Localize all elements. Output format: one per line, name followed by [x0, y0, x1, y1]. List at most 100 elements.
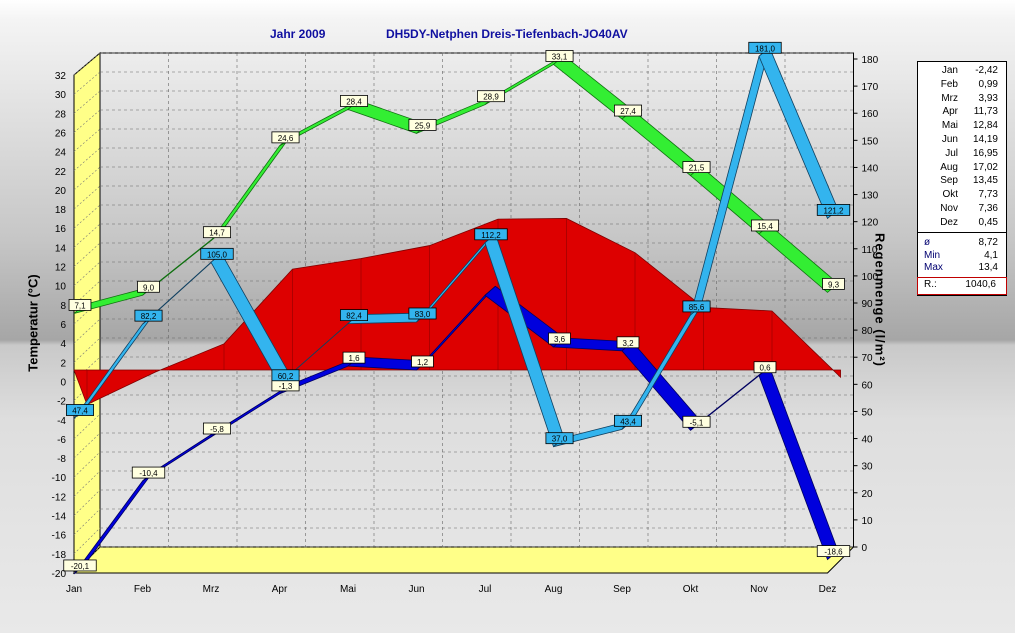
x-axis-tick-label: Jul: [479, 584, 492, 595]
rain-label-text: 43,4: [620, 417, 636, 426]
max-temp-label-box: [545, 50, 574, 62]
legend-row: Apr 11,73: [918, 106, 1006, 119]
min-temp-label-text: -5,1: [690, 418, 704, 427]
legend-panel: Jan -2,42 Feb 0,99 Mrz 3,93 Apr 11,73 Mai 12,84 Ju…: [917, 61, 1007, 296]
rain-label-text: 47,4: [72, 406, 88, 415]
max-temp-label-text: 9,3: [828, 280, 840, 289]
legend-row: Mai 12,84: [918, 120, 1006, 133]
legend-month: Okt: [942, 189, 958, 201]
legend-month: Mrz: [941, 92, 958, 104]
x-axis-tick-label: Jan: [66, 584, 82, 595]
legend-value: 0,45: [978, 216, 998, 228]
y-axis-left-tick-label: 2: [60, 358, 66, 369]
max-temp-label-text: 15,4: [757, 222, 773, 231]
y-axis-right-tick-label: 20: [862, 489, 874, 500]
x-axis-tick-label: Aug: [545, 584, 563, 595]
legend-month: Jul: [945, 147, 958, 159]
min-temp-label-box: [411, 355, 434, 368]
y-axis-right-tick-label: 120: [862, 218, 879, 229]
y-axis-left-tick-label: 32: [55, 71, 67, 82]
min-temp-label-box: [816, 545, 851, 557]
y-axis-left-tick-label: 8: [60, 301, 66, 312]
legend-value: 13,4: [978, 262, 998, 273]
x-axis-tick-label: Nov: [750, 584, 768, 595]
y-axis-left-tick-label: 28: [55, 109, 67, 120]
legend-value: 0,99: [978, 78, 998, 90]
y-axis-right-tick-label: 80: [862, 326, 874, 337]
rain-series-segment: [758, 46, 839, 220]
grid-line-side: [73, 109, 101, 133]
y-axis-right-tick-label: 50: [862, 407, 874, 418]
legend-month: Mai: [941, 120, 958, 132]
grid-line-side: [73, 242, 101, 267]
y-axis-left-tick-label: 4: [60, 339, 66, 350]
rain-label-text: 82,4: [346, 312, 362, 321]
legend-rain-sum: R.: 1040,6: [917, 277, 1007, 295]
legend-month: Max: [924, 262, 943, 273]
legend-value: 16,95: [972, 147, 998, 159]
max-temp-label-text: 7,1: [74, 301, 86, 310]
y-axis-left-tick-label: -18: [52, 550, 67, 561]
legend-stat-row: ø 8,72: [918, 237, 1006, 250]
rain-label-box: [748, 41, 782, 54]
legend-value: 7,36: [978, 203, 998, 214]
grid-line-side: [73, 147, 101, 171]
y-axis-right-tick-label: 90: [862, 299, 874, 310]
legend-row: Feb 0,99: [918, 79, 1006, 92]
rain-label-box: [682, 300, 711, 313]
legend-row: Aug 17,02: [918, 162, 1006, 175]
grid-line-side: [73, 204, 101, 229]
rain-label-box: [339, 309, 368, 322]
left-wall: [73, 51, 101, 575]
y-axis-left-tick-label: -14: [52, 512, 67, 523]
x-axis-tick-label: Apr: [272, 584, 288, 595]
x-axis-ticks: Jan Feb Mrz Apr Mai Jun Jul Aug Sep Okt Nov Dez: [66, 584, 836, 595]
legend-value: 7,73: [978, 189, 998, 201]
min-temp-label-box: [131, 466, 166, 479]
max-temp-label-box: [682, 161, 711, 173]
legend-row: Okt 7,73: [918, 189, 1006, 202]
y-axis-left-tick-label: 6: [60, 320, 66, 331]
y-axis-left-tick-label: 20: [55, 186, 67, 197]
max-temp-label-text: 28,4: [346, 97, 362, 106]
rain-label-text: 85,6: [689, 303, 705, 312]
chart-title-year: Jahr 2009: [270, 27, 326, 41]
y-axis-left-tick-label: -6: [57, 435, 66, 446]
rain-label-box: [474, 228, 508, 241]
max-temp-label-box: [408, 119, 437, 131]
y-axis-left-tick-label: 10: [55, 282, 67, 293]
rain-label-text: 181,0: [755, 44, 776, 53]
y-axis-left-tick-label: -4: [57, 416, 66, 427]
legend-rain-sum-value: 1040,6: [965, 279, 996, 290]
legend-row: Nov 7,36: [918, 203, 1006, 216]
y-axis-right-tick-label: 10: [862, 516, 874, 527]
x-axis-tick-label: Mrz: [203, 584, 220, 595]
y-axis-right-tick-label: 140: [862, 163, 879, 174]
y-axis-right-tick-label: 180: [862, 55, 879, 66]
legend-separator: [918, 232, 1006, 233]
y-axis-left-ticks: -20-18-16-14-12-10-8-6-4-202468101214161…: [52, 71, 67, 580]
y-axis-left-tick-label: -12: [52, 492, 67, 503]
y-axis-right-tick-label: 170: [862, 82, 879, 93]
legend-row: Jun 14,19: [918, 134, 1006, 147]
max-temp-series: [73, 54, 839, 314]
avg-temp-area-shape: [73, 218, 841, 406]
rain-label-text: 82,2: [141, 312, 157, 321]
max-temp-label-text: 14,7: [209, 229, 225, 238]
rain-label-box: [545, 432, 574, 445]
grid-line-side: [73, 318, 101, 344]
max-temp-label-box: [822, 277, 845, 290]
max-temp-label-box: [202, 226, 231, 239]
grid-line-side: [73, 128, 101, 152]
legend-value: -2,42: [975, 65, 998, 76]
legend-value: 3,93: [978, 92, 998, 104]
rain-label-text: 60,2: [278, 372, 294, 381]
rain-label-text: 37,0: [552, 435, 568, 444]
min-temp-label-box: [682, 415, 711, 428]
legend-value: 8,72: [978, 237, 998, 248]
max-temp-label-box: [751, 219, 780, 232]
max-temp-label-text: 9,0: [143, 283, 155, 292]
y-axis-left-tick-label: 30: [55, 90, 67, 101]
y-axis-left-tick-label: -20: [52, 569, 67, 580]
